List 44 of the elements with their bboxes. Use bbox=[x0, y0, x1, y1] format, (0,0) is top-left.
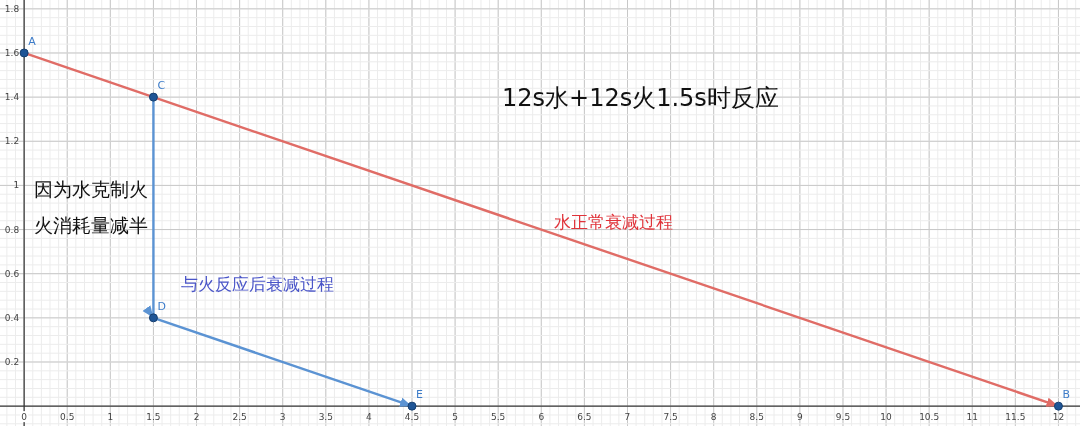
x-tick-label: 11 bbox=[966, 412, 978, 423]
series-label: 与火反应后衰减过程 bbox=[181, 273, 335, 294]
x-tick-label: 10.5 bbox=[919, 412, 940, 423]
x-tick-label: 5 bbox=[452, 412, 458, 423]
x-tick-label: 10 bbox=[880, 412, 893, 423]
annotation: C bbox=[157, 79, 166, 93]
x-tick-label: 2 bbox=[193, 412, 200, 423]
x-tick-label: 1.5 bbox=[146, 412, 161, 423]
annotation: E bbox=[416, 388, 423, 402]
x-tick-label: 0.5 bbox=[60, 412, 75, 423]
annotation: D bbox=[157, 299, 166, 313]
x-tick-label: 3 bbox=[279, 412, 286, 423]
x-tick-label: 4 bbox=[366, 412, 373, 423]
x-tick-label: 3.5 bbox=[318, 412, 333, 423]
text: 12s水+12s火1.5s时反应 bbox=[502, 84, 779, 112]
y-tick-label: 1 bbox=[13, 180, 20, 191]
y-tick-label: 1.4 bbox=[4, 92, 20, 103]
annotation: B bbox=[1062, 388, 1070, 402]
y-tick-label: 0.2 bbox=[4, 356, 20, 367]
y-tick-label: 1.8 bbox=[4, 3, 20, 14]
annotation: 火消耗量减半 bbox=[34, 214, 148, 236]
annotation: 因为水克制火 bbox=[34, 178, 148, 200]
y-tick-label: 1.2 bbox=[4, 136, 20, 147]
y-tick-label: 0.4 bbox=[4, 312, 20, 323]
x-tick-label: 11.5 bbox=[1005, 412, 1026, 423]
y-tick-label: 1.6 bbox=[4, 47, 20, 58]
series-label: 水正常衰减过程 bbox=[554, 212, 674, 233]
y-tick-label: 0.8 bbox=[4, 224, 20, 235]
x-tick-label: 0 bbox=[21, 412, 28, 423]
x-tick-label: 12 bbox=[1052, 412, 1065, 423]
x-tick-label: 4.5 bbox=[404, 412, 420, 423]
annotation: A bbox=[28, 34, 37, 48]
x-tick-label: 9 bbox=[797, 412, 804, 423]
x-tick-label: 6 bbox=[538, 412, 545, 423]
x-tick-label: 9.5 bbox=[835, 412, 851, 423]
x-tick-label: 7.5 bbox=[663, 412, 678, 423]
x-tick-label: 2.5 bbox=[232, 412, 247, 423]
x-tick-label: 1 bbox=[107, 412, 114, 423]
x-tick-label: 8.5 bbox=[749, 412, 764, 423]
x-tick-label: 8 bbox=[710, 412, 717, 423]
x-tick-label: 6.5 bbox=[577, 412, 592, 423]
y-tick-label: 0.6 bbox=[4, 268, 20, 279]
x-tick-label: 7 bbox=[624, 412, 631, 423]
x-tick-label: 5.5 bbox=[491, 412, 506, 423]
